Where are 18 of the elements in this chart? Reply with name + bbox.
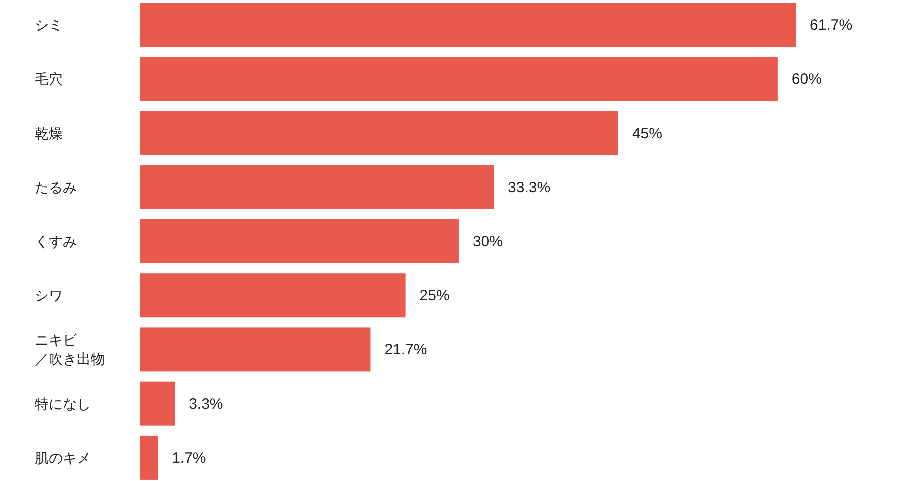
y-tick-label: シミ <box>35 17 63 34</box>
data-label: 25% <box>420 288 450 305</box>
data-label: 21.7% <box>384 342 428 359</box>
data-label: 30% <box>472 234 503 250</box>
data-label: 61.7% <box>810 17 853 34</box>
data-label: 1.7% <box>172 450 206 467</box>
y-tick-label: シワ <box>35 288 63 304</box>
data-label: 60% <box>792 71 822 88</box>
y-tick-label: くすみ <box>35 234 77 250</box>
data-label: 33.3% <box>508 179 551 196</box>
y-tick-label: 特になし <box>35 396 91 412</box>
y-tick-label: ニキビ／吹き出物 <box>35 332 105 368</box>
data-label: 3.3% <box>189 396 224 413</box>
y-tick-label: たるみ <box>35 179 77 196</box>
y-tick-label: 毛穴 <box>35 71 63 88</box>
data-label: 45% <box>632 125 662 142</box>
y-tick-label: 乾燥 <box>35 125 63 142</box>
y-tick-label: 肌のキメ <box>35 450 91 466</box>
